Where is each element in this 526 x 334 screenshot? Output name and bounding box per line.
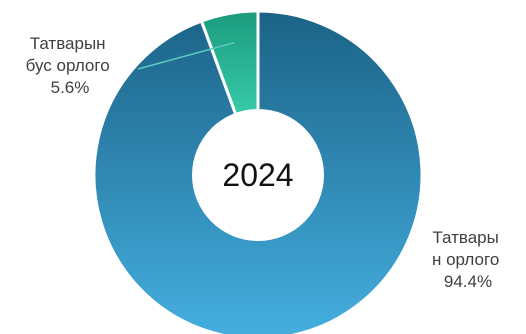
center-year-label: 2024 — [222, 157, 293, 193]
donut-hole — [192, 109, 324, 241]
nontax-leader-line — [137, 41, 235, 70]
nontax-label-percent: 5.6% — [51, 78, 90, 97]
tax-label-line-1: Татвары — [432, 228, 498, 247]
tax-label-percent: 94.4% — [444, 272, 492, 291]
tax-revenue-slice — [92, 9, 424, 334]
nontax-label-line-1: Татварын — [30, 34, 106, 53]
tax-label-line-2: н орлого — [432, 250, 499, 269]
tax-revenue-label: Татвары н орлого 94.4% — [432, 228, 504, 291]
nontax-revenue-label: Татварын бус орлого 5.6% — [26, 34, 115, 97]
nontax-label-line-2: бус орлого — [26, 56, 110, 75]
